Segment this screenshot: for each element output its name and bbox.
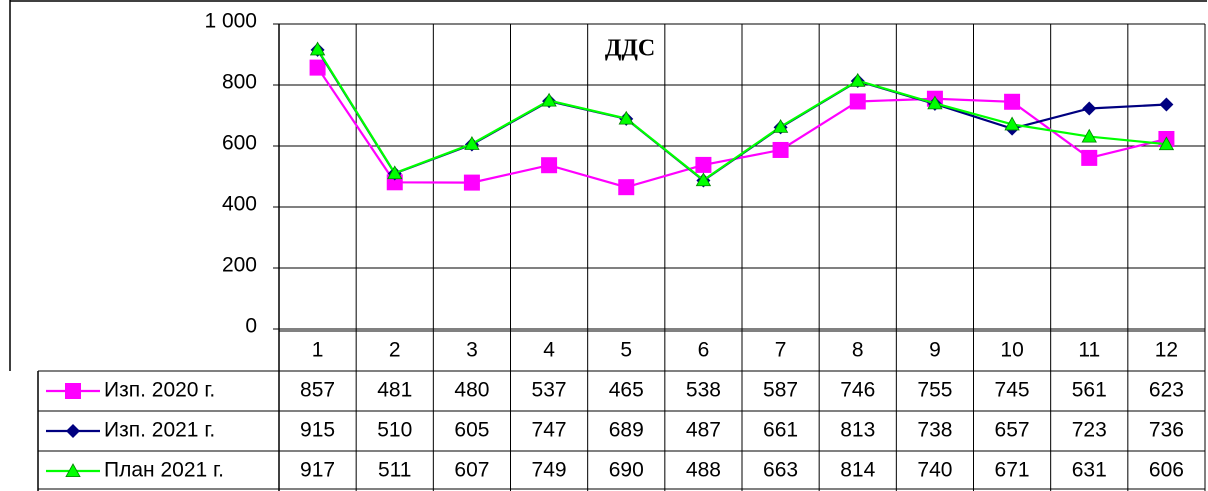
table-value: 671: [995, 459, 1030, 482]
table-value: 814: [840, 459, 875, 482]
table-value: 537: [532, 379, 567, 402]
marker: [387, 165, 403, 180]
table-value: 661: [763, 419, 798, 442]
table-value: 813: [840, 419, 875, 442]
marker: [850, 72, 866, 87]
table-value: 465: [609, 379, 644, 402]
marker: [464, 136, 480, 150]
x-tick-label: 10: [1000, 339, 1023, 362]
x-tick-label: 7: [775, 339, 787, 362]
series-line: [316, 67, 1167, 189]
table-value: 480: [454, 379, 489, 402]
table-value: 917: [300, 459, 335, 482]
y-tick-label: 200: [222, 254, 257, 277]
legend-label: Изп. 2021 г.: [104, 419, 215, 442]
marker: [772, 118, 789, 133]
marker: [463, 174, 480, 191]
y-tick-label: 400: [222, 193, 257, 216]
marker: [309, 59, 326, 76]
y-tick-label: 600: [222, 132, 257, 155]
marker: [927, 95, 943, 110]
table-value: 745: [995, 379, 1030, 402]
marker: [541, 92, 557, 107]
table-value: 538: [686, 379, 721, 402]
marker: [1081, 128, 1097, 143]
marker: [1081, 149, 1098, 166]
table-value: 587: [763, 379, 798, 402]
marker: [695, 156, 712, 173]
marker: [618, 179, 635, 196]
table-value: 736: [1149, 419, 1184, 442]
y-tick-label: 1 000: [204, 10, 257, 33]
table-value: 561: [1072, 379, 1107, 402]
marker: [1158, 136, 1175, 151]
marker: [1004, 93, 1021, 110]
table-value: 607: [454, 459, 489, 482]
y-tick-label: 800: [222, 71, 257, 94]
marker: [1082, 101, 1097, 116]
table-value: 738: [917, 419, 952, 442]
marker: [66, 424, 80, 438]
marker: [1004, 116, 1020, 131]
table-value: 755: [917, 379, 952, 402]
x-tick-label: 6: [698, 339, 710, 362]
x-tick-label: 2: [389, 339, 401, 362]
table-value: 511: [378, 459, 411, 482]
table-value: 690: [609, 459, 644, 482]
table-value: 740: [917, 459, 952, 482]
table-value: 488: [686, 459, 721, 482]
x-tick-label: 5: [620, 339, 632, 362]
table-value: 747: [532, 419, 567, 442]
marker: [849, 93, 866, 110]
x-tick-label: 9: [929, 339, 941, 362]
marker: [65, 463, 81, 477]
x-tick-label: 3: [466, 339, 478, 362]
marker: [695, 172, 712, 187]
table-value: 689: [609, 419, 644, 442]
marker: [772, 141, 789, 158]
marker: [309, 41, 326, 56]
table-value: 723: [1072, 419, 1107, 442]
table-value: 746: [840, 379, 875, 402]
table-value: 510: [377, 419, 412, 442]
table-value: 606: [1149, 459, 1184, 482]
table-value: 663: [763, 459, 798, 482]
table-value: 631: [1072, 459, 1107, 482]
series-line: [316, 48, 1167, 182]
x-tick-label: 12: [1155, 339, 1178, 362]
marker: [1159, 97, 1174, 112]
table-value: 481: [377, 379, 412, 402]
marker: [65, 383, 81, 399]
y-tick-label: 0: [245, 315, 257, 338]
legend-label: План 2021 г.: [104, 459, 224, 482]
table-value: 605: [454, 419, 489, 442]
table-value: 657: [995, 419, 1030, 442]
marker: [618, 110, 634, 125]
x-tick-label: 11: [1078, 339, 1100, 362]
table-value: 623: [1149, 379, 1184, 402]
chart-title: ДДС: [605, 36, 655, 62]
table-value: 915: [300, 419, 335, 442]
legend-label: Изп. 2020 г.: [104, 379, 215, 402]
marker: [541, 157, 558, 174]
x-tick-label: 4: [543, 339, 555, 362]
x-tick-label: 8: [852, 339, 864, 362]
table-value: 749: [532, 459, 567, 482]
x-tick-label: 1: [312, 339, 324, 362]
table-value: 487: [686, 419, 721, 442]
table-value: 857: [300, 379, 335, 402]
